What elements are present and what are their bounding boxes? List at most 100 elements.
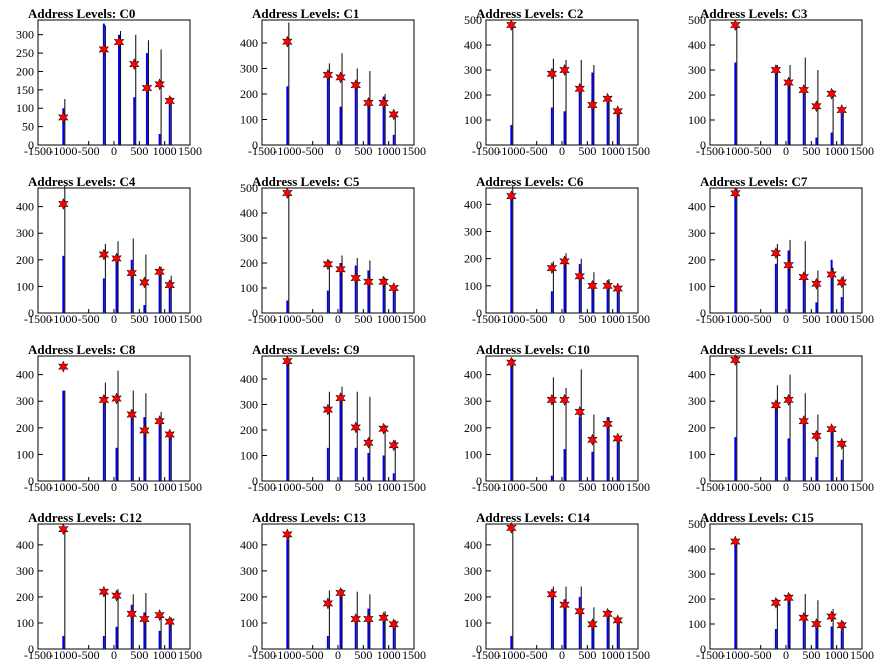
peak-marker: [612, 432, 624, 445]
x-tick-label: -1500: [696, 312, 724, 326]
y-tick-label: 200: [240, 87, 258, 101]
peak-marker: [559, 255, 570, 268]
x-tick-label: 1500: [850, 480, 874, 494]
y-tick-label: 100: [464, 447, 482, 461]
chart-svg: Address Levels: C50100200300400500-1500-…: [240, 174, 426, 326]
peak-marker: [322, 68, 334, 82]
peak-marker: [729, 353, 741, 367]
peak-marker: [335, 263, 346, 276]
x-tick-label: -1500: [472, 480, 500, 494]
plot-frame: [261, 187, 415, 314]
x-tick-label: -1500: [472, 312, 500, 326]
peak-marker: [836, 437, 848, 450]
x-tick-label: 0: [111, 144, 117, 158]
chart-svg: Address Levels: C20100200300400500-1500-…: [464, 6, 650, 158]
x-tick-label: 500: [130, 648, 148, 662]
peak-marker: [164, 94, 176, 108]
peak-marker: [350, 271, 362, 285]
chart-svg: Address Levels: C1 0 100 200 300 400 -1500-100…: [240, 6, 426, 158]
y-tick-label: 0: [476, 642, 482, 656]
y-tick-label: 300: [688, 567, 706, 581]
peak-marker: [154, 265, 165, 278]
y-tick-label: 0: [28, 642, 34, 656]
x-tick-label: 500: [578, 480, 596, 494]
peak-marker: [98, 585, 110, 598]
peak-marker: [811, 617, 822, 631]
x-tick-label: 0: [335, 312, 341, 326]
y-tick-label: 100: [16, 101, 34, 115]
chart-panel: Address Levels: C10 0 100 200 300 400 -1500 -10…: [448, 336, 672, 504]
chart-title: Address Levels: C0: [28, 6, 135, 21]
chart-panel: Address Levels: C1 0 100 200 300 400 -1500 -100…: [224, 0, 448, 168]
x-tick-label: 1000: [825, 480, 849, 494]
x-tick-label: 1000: [601, 312, 625, 326]
x-tick-label: -1500: [24, 648, 52, 662]
y-tick-label: 0: [252, 474, 258, 488]
peak-marker: [57, 360, 69, 373]
x-tick-label: -1500: [24, 144, 52, 158]
peak-marker: [798, 83, 810, 97]
peak-marker: [154, 608, 165, 622]
y-tick-label: 300: [464, 564, 482, 578]
chart-panel: Address Levels: C15 0 100 200 300 400 500 -1500…: [672, 504, 896, 672]
x-tick-label: -1000: [273, 648, 301, 662]
y-tick-label: 300: [688, 394, 706, 408]
chart-svg: Address Levels: C4 0 100 200 300 400 -1500-100…: [16, 174, 202, 326]
chart-panel: Address Levels: C6 0 100 200 300 400 -1500 -100…: [448, 168, 672, 336]
y-tick-label: 500: [240, 181, 258, 195]
x-tick-label: -500: [302, 648, 324, 662]
peak-marker: [281, 528, 293, 541]
y-tick-label: 200: [688, 253, 706, 267]
peak-marker: [602, 92, 613, 105]
x-tick-label: 1000: [153, 144, 177, 158]
x-tick-label: 1000: [153, 312, 177, 326]
peak-marker: [783, 591, 794, 604]
peak-marker: [350, 612, 362, 626]
plot-frame: [709, 187, 863, 314]
peak-marker: [798, 414, 810, 428]
peak-marker: [98, 43, 110, 56]
chart-panel: Address Levels: C5 0 100 200 300 400 500 -1500-…: [224, 168, 448, 336]
peak-marker: [113, 35, 125, 49]
peak-marker: [388, 439, 400, 452]
peak-marker: [505, 189, 517, 203]
chart-panel: Address Levels: C11 0 100 200 300 400 -1500 -10…: [672, 336, 896, 504]
peak-marker: [98, 393, 110, 407]
x-tick-label: 1500: [402, 480, 426, 494]
y-tick-label: 400: [688, 38, 706, 52]
chart-svg: Address Levels: C0 0 50 100 150 200 250 300 -150…: [16, 6, 202, 158]
x-tick-label: 1000: [825, 312, 849, 326]
x-tick-label: -500: [78, 144, 100, 158]
x-tick-label: 0: [783, 480, 789, 494]
y-tick-label: 150: [16, 83, 34, 97]
x-tick-label: 0: [111, 312, 117, 326]
peak-marker: [111, 252, 122, 265]
y-tick-label: 400: [688, 368, 706, 382]
x-tick-label: 0: [335, 480, 341, 494]
x-tick-label: -500: [526, 648, 548, 662]
y-tick-label: 100: [16, 279, 34, 293]
plot-frame: [37, 355, 191, 482]
peak-marker: [587, 279, 598, 293]
y-tick-label: 0: [252, 642, 258, 656]
peak-marker: [811, 100, 822, 113]
peak-marker: [826, 268, 837, 281]
y-tick-label: 400: [464, 197, 482, 211]
peak-marker: [546, 261, 558, 275]
x-tick-label: 500: [354, 312, 372, 326]
y-tick-label: 400: [688, 200, 706, 214]
x-tick-label: 1500: [178, 144, 202, 158]
chart-panel: Address Levels: C2 0 100 200 300 400 500 -1500-…: [448, 0, 672, 168]
x-tick-label: -500: [78, 480, 100, 494]
peak-marker: [378, 422, 389, 435]
chart-panel: Address Levels: C8 0 100 200 300 400 -1500 -100…: [0, 336, 224, 504]
peak-marker: [322, 597, 334, 610]
y-tick-label: 400: [464, 368, 482, 382]
peak-marker: [587, 433, 598, 446]
plot-frame: [485, 19, 639, 146]
peak-marker: [335, 586, 346, 600]
plot-frame: [37, 19, 191, 146]
y-tick-label: 200: [16, 253, 34, 267]
x-tick-label: 500: [802, 144, 820, 158]
